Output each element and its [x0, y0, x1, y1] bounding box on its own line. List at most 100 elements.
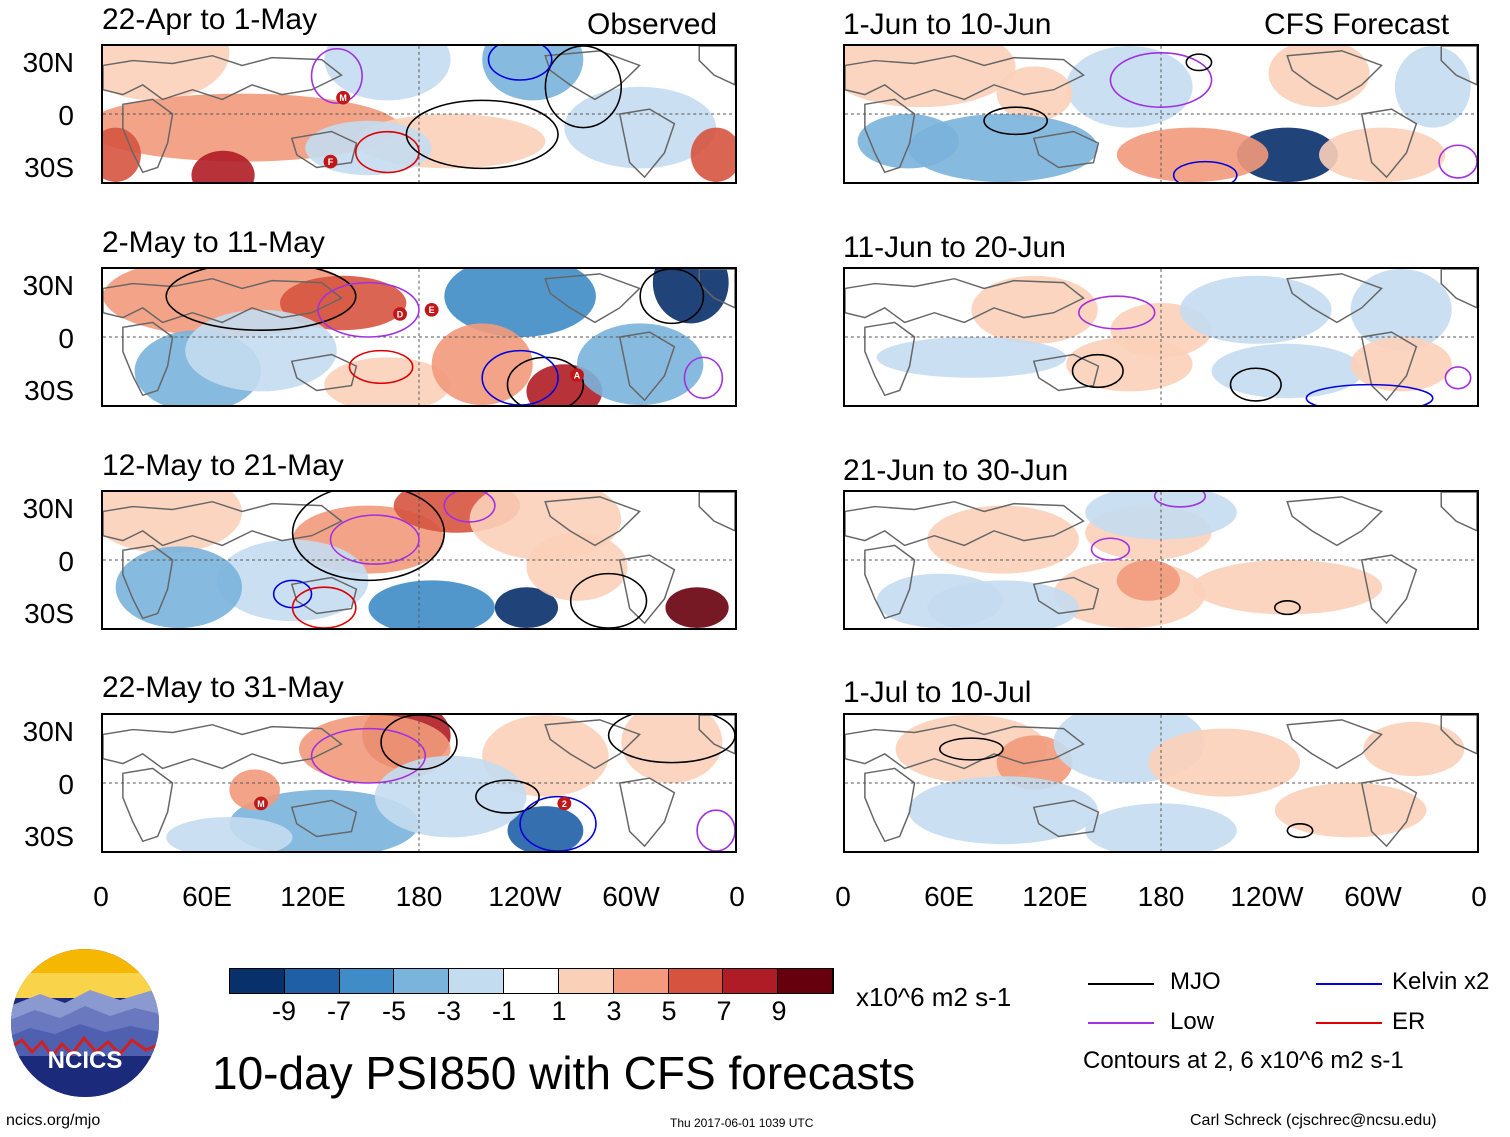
- wave-contour: [380, 715, 458, 771]
- anomaly-shade: [494, 587, 559, 628]
- legend-line-low: [1088, 1022, 1154, 1024]
- map-panel: [843, 267, 1479, 407]
- colorbar-swatch: [339, 969, 395, 993]
- lon-tick-label: 60E: [924, 881, 974, 912]
- coastline: [1032, 353, 1100, 392]
- lon-tick-label: 120W: [488, 881, 562, 912]
- panel-title: 1-Jun to 10-Jun: [843, 8, 1052, 41]
- anomaly-shade: [324, 357, 451, 405]
- anomaly-shade: [374, 755, 527, 838]
- coastline: [290, 799, 358, 838]
- panel-title: 21-Jun to 30-Jun: [843, 454, 1069, 487]
- anomaly-shade: [1394, 46, 1471, 128]
- coastline: [698, 46, 735, 86]
- colorbar-tick-label: 5: [661, 996, 677, 1026]
- storm-marker: E: [424, 303, 439, 317]
- lat-tick-label: 0: [58, 100, 74, 131]
- wave-contour: [1078, 295, 1156, 330]
- colorbar-swatch: [613, 969, 669, 993]
- coastline: [122, 98, 174, 174]
- anomaly-shade: [368, 580, 495, 628]
- coastline: [103, 500, 343, 547]
- anomaly-shade: [665, 587, 729, 628]
- anomaly-shade: [191, 150, 255, 182]
- anomaly-shade: [1319, 127, 1446, 182]
- wave-contour: [291, 586, 357, 628]
- legend-label-low: Low: [1170, 1008, 1215, 1035]
- wave-contour: [696, 809, 735, 851]
- anomaly-shade: [482, 46, 584, 101]
- coastline: [103, 277, 343, 324]
- anomaly-shade: [103, 46, 230, 101]
- storm-marker: D: [393, 307, 407, 321]
- coastline: [103, 723, 343, 770]
- anomaly-shade: [690, 127, 735, 182]
- anomaly-shade: [526, 532, 628, 601]
- svg-text:M: M: [339, 93, 346, 103]
- storm-marker: M: [254, 796, 268, 811]
- anomaly-shade: [229, 769, 280, 811]
- wave-contour: [443, 492, 496, 523]
- map-panel: A D E: [101, 267, 737, 407]
- anomaly-shade: [908, 776, 1098, 845]
- colorbar-tick-label: -5: [381, 996, 406, 1026]
- anomaly-shade: [1274, 783, 1427, 838]
- coastline: [544, 50, 641, 101]
- coastline: [290, 130, 358, 169]
- wave-contour: [639, 269, 705, 325]
- panel-title: 22-May to 31-May: [102, 671, 344, 704]
- wave-contour: [1438, 144, 1477, 179]
- wave-contour: [519, 795, 597, 851]
- panel-title: 22-Apr to 1-May: [102, 3, 318, 36]
- coastline: [1286, 496, 1383, 547]
- coastline: [845, 54, 1085, 101]
- anomaly-shade: [927, 580, 1079, 628]
- lat-tick-label: 30N: [22, 47, 74, 78]
- footer-url[interactable]: ncics.org/mjo: [6, 1112, 101, 1129]
- lat-tick-label: 30S: [24, 152, 74, 183]
- units-label: x10^6 m2 s-1: [856, 982, 1012, 1012]
- lat-tick-label: 30S: [24, 821, 74, 852]
- legend-label-er: ER: [1392, 1008, 1426, 1035]
- lon-tick-label: 0: [93, 881, 109, 912]
- colorbar-tick-label: -1: [491, 996, 516, 1026]
- anomaly-shade: [908, 114, 1098, 182]
- coastline: [1286, 273, 1383, 324]
- lat-tick-label: 30N: [22, 270, 74, 301]
- coastline: [544, 273, 641, 324]
- lon-tick-label: 0: [835, 881, 851, 912]
- coastline: [1440, 492, 1477, 532]
- lon-tick-label: 120E: [280, 881, 346, 912]
- coastline: [698, 715, 735, 755]
- map-panel: [843, 713, 1479, 853]
- wave-contour: [291, 492, 446, 582]
- coastline: [1286, 50, 1383, 101]
- colorbar-swatch: [778, 969, 833, 993]
- coastline: [1032, 576, 1100, 615]
- lon-tick-label: 60W: [1344, 881, 1402, 912]
- anomaly-shade: [103, 127, 141, 182]
- anomaly-shade: [279, 275, 407, 331]
- coastline: [122, 767, 174, 843]
- wave-contour: [1090, 537, 1131, 561]
- anomaly-shade: [1179, 275, 1332, 344]
- coastline: [618, 331, 676, 402]
- anomaly-shade: [1236, 127, 1338, 182]
- wave-contour: [481, 349, 559, 405]
- wave-contour: [1185, 53, 1213, 72]
- anomaly-shade: [1350, 337, 1452, 392]
- wave-contour: [348, 349, 414, 385]
- anomaly-shade: [845, 46, 1016, 108]
- lon-tick-label: 120E: [1022, 881, 1088, 912]
- colorbar-swatch: [558, 969, 614, 993]
- wave-contour: [1071, 353, 1124, 389]
- coastline: [122, 544, 174, 620]
- coastline: [544, 719, 641, 770]
- colorbar-swatch: [230, 969, 285, 993]
- anomaly-shade: [1350, 269, 1452, 351]
- coastline: [1440, 46, 1477, 86]
- lat-tick-label: 0: [58, 546, 74, 577]
- lon-tick-label: 60W: [602, 881, 660, 912]
- wave-contour: [1109, 52, 1213, 108]
